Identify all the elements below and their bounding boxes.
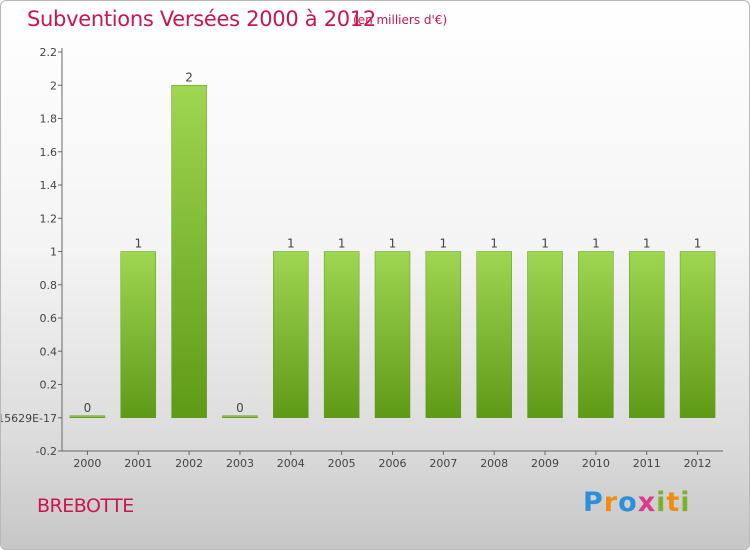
x-tick-label-2011: 2011 bbox=[633, 457, 661, 470]
x-tick-label-2004: 2004 bbox=[277, 457, 305, 470]
bar-2009 bbox=[527, 251, 563, 418]
y-tick-label: 1.4 bbox=[40, 179, 58, 192]
chart-subtitle: (en milliers d'€) bbox=[353, 13, 448, 27]
data-label-2002: 2 bbox=[185, 70, 193, 84]
x-tick-label-2008: 2008 bbox=[480, 457, 508, 470]
x-tick-label-2002: 2002 bbox=[175, 457, 203, 470]
data-label-2011: 1 bbox=[643, 237, 651, 251]
x-tick-label-2007: 2007 bbox=[429, 457, 457, 470]
data-label-2001: 1 bbox=[134, 237, 142, 251]
bar-2010 bbox=[578, 251, 614, 418]
x-tick-label-2005: 2005 bbox=[328, 457, 356, 470]
data-label-2012: 1 bbox=[694, 237, 702, 251]
data-label-2007: 1 bbox=[440, 237, 448, 251]
bar-2005 bbox=[323, 251, 360, 418]
x-tick-label-2006: 2006 bbox=[379, 457, 407, 470]
chart-title: Subventions Versées 2000 à 2012 bbox=[27, 7, 376, 31]
bar-2012 bbox=[679, 251, 716, 418]
y-tick-label: -0.2 bbox=[36, 445, 57, 458]
bar-2004 bbox=[273, 251, 309, 418]
commune-name: BREBOTTE bbox=[37, 495, 134, 517]
data-label-2008: 1 bbox=[490, 237, 498, 251]
x-tick-label-2003: 2003 bbox=[226, 457, 254, 470]
data-label-2005: 1 bbox=[338, 237, 346, 251]
bar-2000 bbox=[69, 415, 106, 418]
x-tick-label-2012: 2012 bbox=[684, 457, 712, 470]
y-tick-label: 1.8 bbox=[40, 113, 58, 126]
bar-2011 bbox=[628, 251, 665, 418]
axes: -0.2 -1.15629E-17 0.2 0.4 0.6 0.8 1 1.2 1.4 1.6 1.… bbox=[1, 46, 723, 458]
labels: 2000 0 2001 1 2002 2 2003 0 2004 1 2005 1 2006 1 2007 1… bbox=[73, 70, 711, 470]
y-tick-label: 2.2 bbox=[40, 46, 58, 59]
y-tick-label: 0.8 bbox=[40, 279, 58, 292]
x-tick-label-2010: 2010 bbox=[582, 457, 610, 470]
y-tick-label: 1.2 bbox=[40, 212, 58, 225]
data-label-2009: 1 bbox=[541, 237, 549, 251]
x-tick-label-2000: 2000 bbox=[73, 457, 101, 470]
data-label-2000: 0 bbox=[84, 401, 92, 415]
x-tick-label-2009: 2009 bbox=[531, 457, 559, 470]
y-tick-label: 1 bbox=[50, 246, 57, 259]
y-tick-label: 0.4 bbox=[40, 345, 58, 358]
bar-2007 bbox=[425, 251, 462, 418]
data-label-2010: 1 bbox=[592, 237, 600, 251]
y-tick-label: 1.6 bbox=[40, 146, 58, 159]
y-tick-label: 0.2 bbox=[40, 379, 58, 392]
bar-2006 bbox=[374, 251, 411, 418]
bar-2002 bbox=[171, 85, 207, 418]
data-label-2004: 1 bbox=[287, 237, 295, 251]
proxiti-logo[interactable]: Proxiti bbox=[583, 487, 691, 518]
bars bbox=[69, 85, 716, 418]
y-tick-label: -1.15629E-17 bbox=[1, 412, 57, 425]
data-label-2006: 1 bbox=[389, 237, 397, 251]
y-tick-label: 2 bbox=[50, 79, 57, 92]
data-label-2003: 0 bbox=[236, 401, 244, 415]
y-tick-label: 0.6 bbox=[40, 312, 58, 325]
bar-2008 bbox=[476, 251, 512, 418]
x-tick-label-2001: 2001 bbox=[124, 457, 152, 470]
bar-2001 bbox=[120, 251, 157, 418]
bar-2003 bbox=[222, 415, 258, 418]
